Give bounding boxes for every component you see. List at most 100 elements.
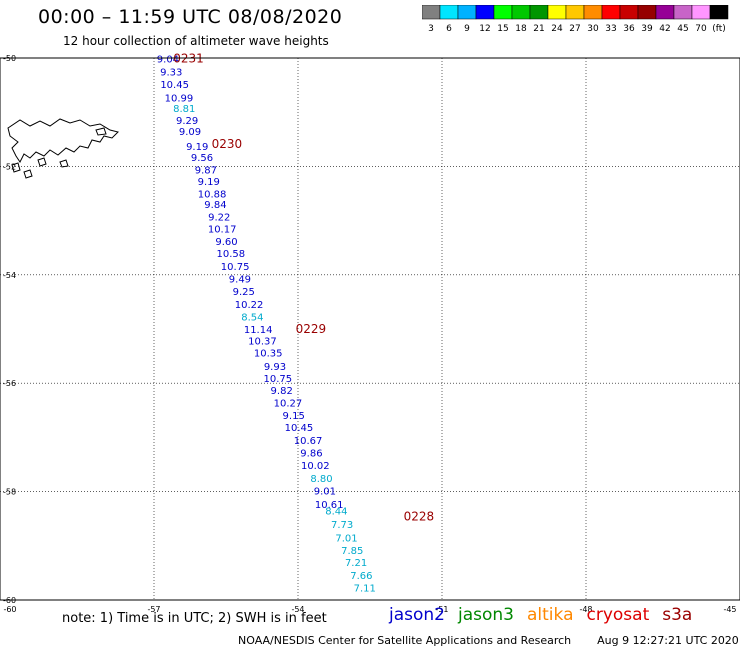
swh-value-label: 9.56 xyxy=(191,153,213,164)
swh-value-label: 10.35 xyxy=(254,349,283,360)
units-note: note: 1) Time is in UTC; 2) SWH is in fe… xyxy=(62,611,327,626)
falkland-islands-landmass xyxy=(7,118,119,179)
swh-value-label: 9.33 xyxy=(160,67,182,78)
swh-value-label: 10.45 xyxy=(160,80,189,91)
swh-value-label: 9.86 xyxy=(300,448,322,459)
satellite-legend-jason2: jason2 xyxy=(389,605,445,625)
swh-value-label: 9.15 xyxy=(283,411,305,422)
swh-value-label: 10.58 xyxy=(216,249,245,260)
colorbar-label: 39 xyxy=(641,24,653,33)
swh-value-label: 7.85 xyxy=(341,546,363,557)
colorbar-label: 12 xyxy=(479,24,490,33)
y-tick-label: -52 xyxy=(3,162,16,171)
colorbar-label: 24 xyxy=(551,24,563,33)
x-tick-label: -57 xyxy=(147,605,160,614)
colorbar-label: 18 xyxy=(515,24,527,33)
footer-source: NOAA/NESDIS Center for Satellite Applica… xyxy=(238,634,572,647)
pass-time-label: 0230 xyxy=(212,137,243,151)
colorbar-label: 27 xyxy=(569,24,580,33)
swh-value-label: 9.49 xyxy=(229,274,251,285)
swh-value-label: 10.45 xyxy=(285,423,314,434)
x-tick-label: -48 xyxy=(579,605,592,614)
y-tick-label: -54 xyxy=(3,271,16,280)
swh-value-label: 9.09 xyxy=(179,127,201,138)
colorbar-label: 70 xyxy=(695,24,707,33)
swh-value-label: 10.99 xyxy=(165,93,194,104)
x-tick-label: -54 xyxy=(291,605,304,614)
colorbar-label: 6 xyxy=(446,24,452,33)
chart-subtitle: 12 hour collection of altimeter wave hei… xyxy=(63,34,329,48)
colorbar-label: 30 xyxy=(587,24,599,33)
swh-value-label: 10.61 xyxy=(315,500,344,511)
colorbar-swatch xyxy=(709,5,729,20)
satellite-legend-s3a: s3a xyxy=(662,605,693,625)
pass-time-label: 0229 xyxy=(296,322,327,336)
grid-lines xyxy=(0,58,740,600)
colorbar-label: 45 xyxy=(677,24,688,33)
x-tick-label: -60 xyxy=(3,605,16,614)
swh-value-label: 9.60 xyxy=(215,237,237,248)
swh-value-label: 10.17 xyxy=(208,225,237,236)
swh-value-label: 9.22 xyxy=(208,213,230,224)
swh-value-label: 10.27 xyxy=(274,399,303,410)
plot-frame xyxy=(0,57,740,601)
swh-value-label: 10.22 xyxy=(235,300,264,311)
swh-value-label: 9.19 xyxy=(186,142,208,153)
swh-value-label: 9.87 xyxy=(195,165,217,176)
swh-value-label: 8.81 xyxy=(173,104,195,115)
swh-value-label: 9.84 xyxy=(204,200,226,211)
swh-value-label: 8.54 xyxy=(241,312,263,323)
satellite-legend-jason3: jason3 xyxy=(458,605,514,625)
swh-value-label: 7.11 xyxy=(354,583,376,594)
wave-height-points: 9.049.3310.4510.998.819.299.099.199.569.… xyxy=(157,54,376,594)
satellite-legend: jason2 jason3 altika cryosat s3a xyxy=(389,605,705,625)
swh-value-label: 7.01 xyxy=(335,533,357,544)
swh-value-label: 10.75 xyxy=(264,374,293,385)
colorbar-label: 9 xyxy=(464,24,470,33)
colorbar-label: 3 xyxy=(428,24,434,33)
y-tick-label: -58 xyxy=(3,488,16,497)
colorbar-label: 21 xyxy=(533,24,544,33)
swh-value-label: 8.44 xyxy=(325,506,347,517)
swh-value-label: 10.37 xyxy=(248,337,277,348)
falkland-islet xyxy=(23,169,33,179)
falkland-islet xyxy=(59,159,69,168)
swh-value-label: 9.82 xyxy=(271,386,293,397)
colorbar-label: 15 xyxy=(497,24,508,33)
chart-title: 00:00 – 11:59 UTC 08/08/2020 xyxy=(38,6,343,28)
x-tick-label: -45 xyxy=(723,605,736,614)
axis-tick-labels: -60 -57 -54 -51 -48 -45-50-52-54-56-58-60 xyxy=(3,54,737,614)
swh-value-label: 11.14 xyxy=(244,325,273,336)
swh-value-label: 8.80 xyxy=(310,474,332,485)
swh-value-label: 7.73 xyxy=(331,520,353,531)
footer: NOAA/NESDIS Center for Satellite Applica… xyxy=(238,634,739,647)
swh-colorbar: 3 6 9 12 15 18 21 24 27 30 33 36 39 42 45 70 (ft) xyxy=(422,5,729,33)
swh-value-label: 7.21 xyxy=(345,558,367,569)
falkland-islet xyxy=(37,157,47,167)
swh-value-label: 9.19 xyxy=(198,177,220,188)
x-tick-label: -51 xyxy=(435,605,448,614)
swh-value-label: 10.75 xyxy=(221,262,250,273)
swh-value-label: 9.93 xyxy=(264,362,286,373)
swh-value-label: 9.01 xyxy=(314,486,336,497)
satellite-legend-altika: altika xyxy=(527,605,574,625)
colorbar-label: (ft) xyxy=(712,24,726,33)
swh-value-label: 10.67 xyxy=(294,436,323,447)
swh-value-label: 10.88 xyxy=(198,189,227,200)
falkland-coastline xyxy=(7,118,119,163)
satellite-legend-cryosat: cryosat xyxy=(586,605,650,625)
colorbar-label: 33 xyxy=(605,24,616,33)
swh-value-label: 9.29 xyxy=(176,116,198,127)
swh-value-label: 7.66 xyxy=(350,571,372,582)
colorbar-label: 42 xyxy=(659,24,670,33)
falkland-islet xyxy=(11,162,21,173)
footer-timestamp: Aug 9 12:27:21 UTC 2020 xyxy=(597,634,739,647)
swh-value-label: 9.04 xyxy=(157,54,179,65)
falkland-islet xyxy=(95,127,107,136)
swh-value-label: 10.02 xyxy=(301,461,330,472)
colorbar-label: 36 xyxy=(623,24,635,33)
swh-value-label: 9.25 xyxy=(233,287,255,298)
pass-time-label: 0228 xyxy=(404,509,435,523)
y-tick-label: -56 xyxy=(3,379,16,388)
